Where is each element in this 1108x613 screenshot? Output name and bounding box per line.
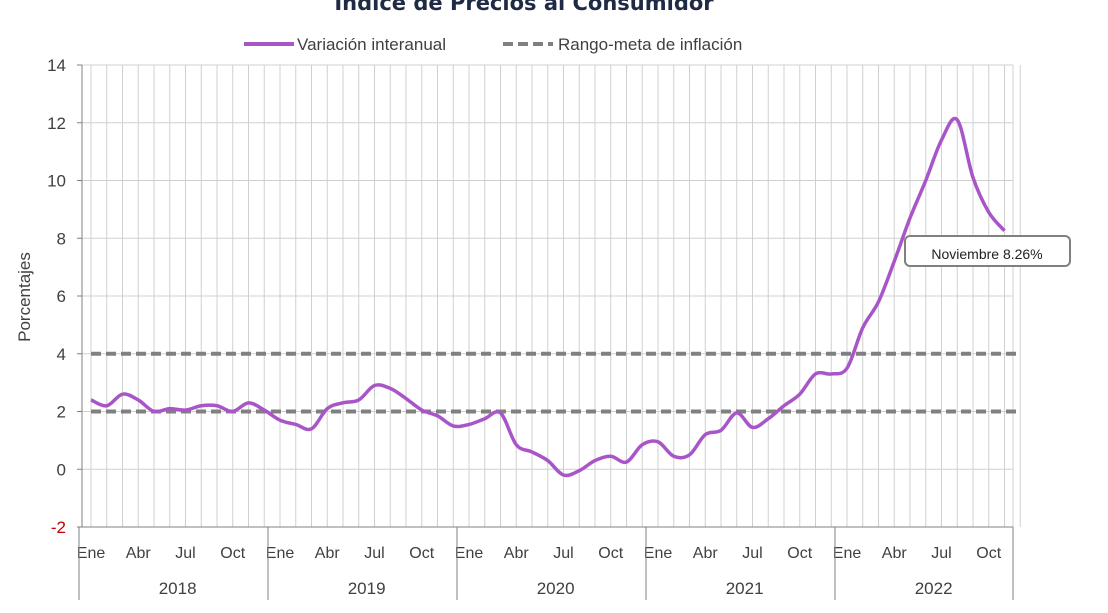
x-tick-label: Oct [976, 545, 1001, 562]
x-axis-years: 2018 2019 2020 2021 2022 [78, 527, 1014, 600]
x-tick-label: Oct [220, 545, 245, 562]
x-tick-label: Ene [644, 545, 673, 562]
chart-title: Índice de Precios al Consumidor [334, 0, 714, 15]
x-tick-label: Ene [455, 545, 484, 562]
x-tick-label: Jul [553, 545, 573, 562]
x-tick-label: Jul [931, 545, 951, 562]
target-range-lines [91, 351, 1021, 414]
y-tick-label: 14 [47, 56, 66, 75]
legend-label-variacion: Variación interanual [297, 35, 446, 54]
x-tick-label: Oct [409, 545, 434, 562]
year-label: 2022 [915, 579, 953, 598]
legend-label-rango-meta: Rango-meta de inflación [558, 35, 742, 54]
y-tick-label: 12 [47, 114, 66, 133]
y-tick-label: 2 [57, 403, 66, 422]
callout: Noviembre 8.26% [904, 235, 1071, 267]
series-line-group [90, 116, 1006, 478]
x-tick-label: Jul [742, 545, 762, 562]
x-tick-label: Abr [882, 545, 908, 562]
y-tick-label: 0 [57, 460, 66, 479]
y-tick-label: 6 [57, 287, 66, 306]
y-tick-label: 8 [57, 229, 66, 248]
x-tick-label: Abr [504, 545, 530, 562]
y-axis-label: Porcentajes [15, 252, 34, 342]
y-axis-ticks: -2 0 2 4 6 8 10 12 14 [47, 56, 82, 537]
series-line-variacion [90, 116, 1006, 478]
y-tick-label: -2 [51, 518, 66, 537]
x-tick-label: Abr [693, 545, 719, 562]
year-label: 2018 [159, 579, 197, 598]
year-label: 2019 [348, 579, 386, 598]
x-tick-label: Ene [77, 545, 106, 562]
grid [81, 64, 1021, 528]
x-tick-label: Abr [315, 545, 341, 562]
x-tick-label: Ene [833, 545, 862, 562]
y-tick-label: 10 [47, 172, 66, 191]
x-tick-label: Jul [364, 545, 384, 562]
x-tick-label: Oct [598, 545, 623, 562]
year-label: 2020 [537, 579, 575, 598]
legend: Variación interanual Rango-meta de infla… [244, 35, 742, 54]
x-tick-label: Abr [126, 545, 152, 562]
y-tick-label: 4 [57, 345, 66, 364]
callout-box [904, 235, 1071, 267]
x-tick-label: Ene [266, 545, 295, 562]
x-tick-label: Oct [787, 545, 812, 562]
x-axis-ticks: Ene Abr Jul Oct Ene Abr Jul Oct Ene Abr Jul Oct Ene A… [77, 545, 1002, 562]
x-tick-label: Jul [175, 545, 195, 562]
callout-label: Noviembre 8.26% [931, 246, 1042, 262]
year-label: 2021 [726, 579, 764, 598]
